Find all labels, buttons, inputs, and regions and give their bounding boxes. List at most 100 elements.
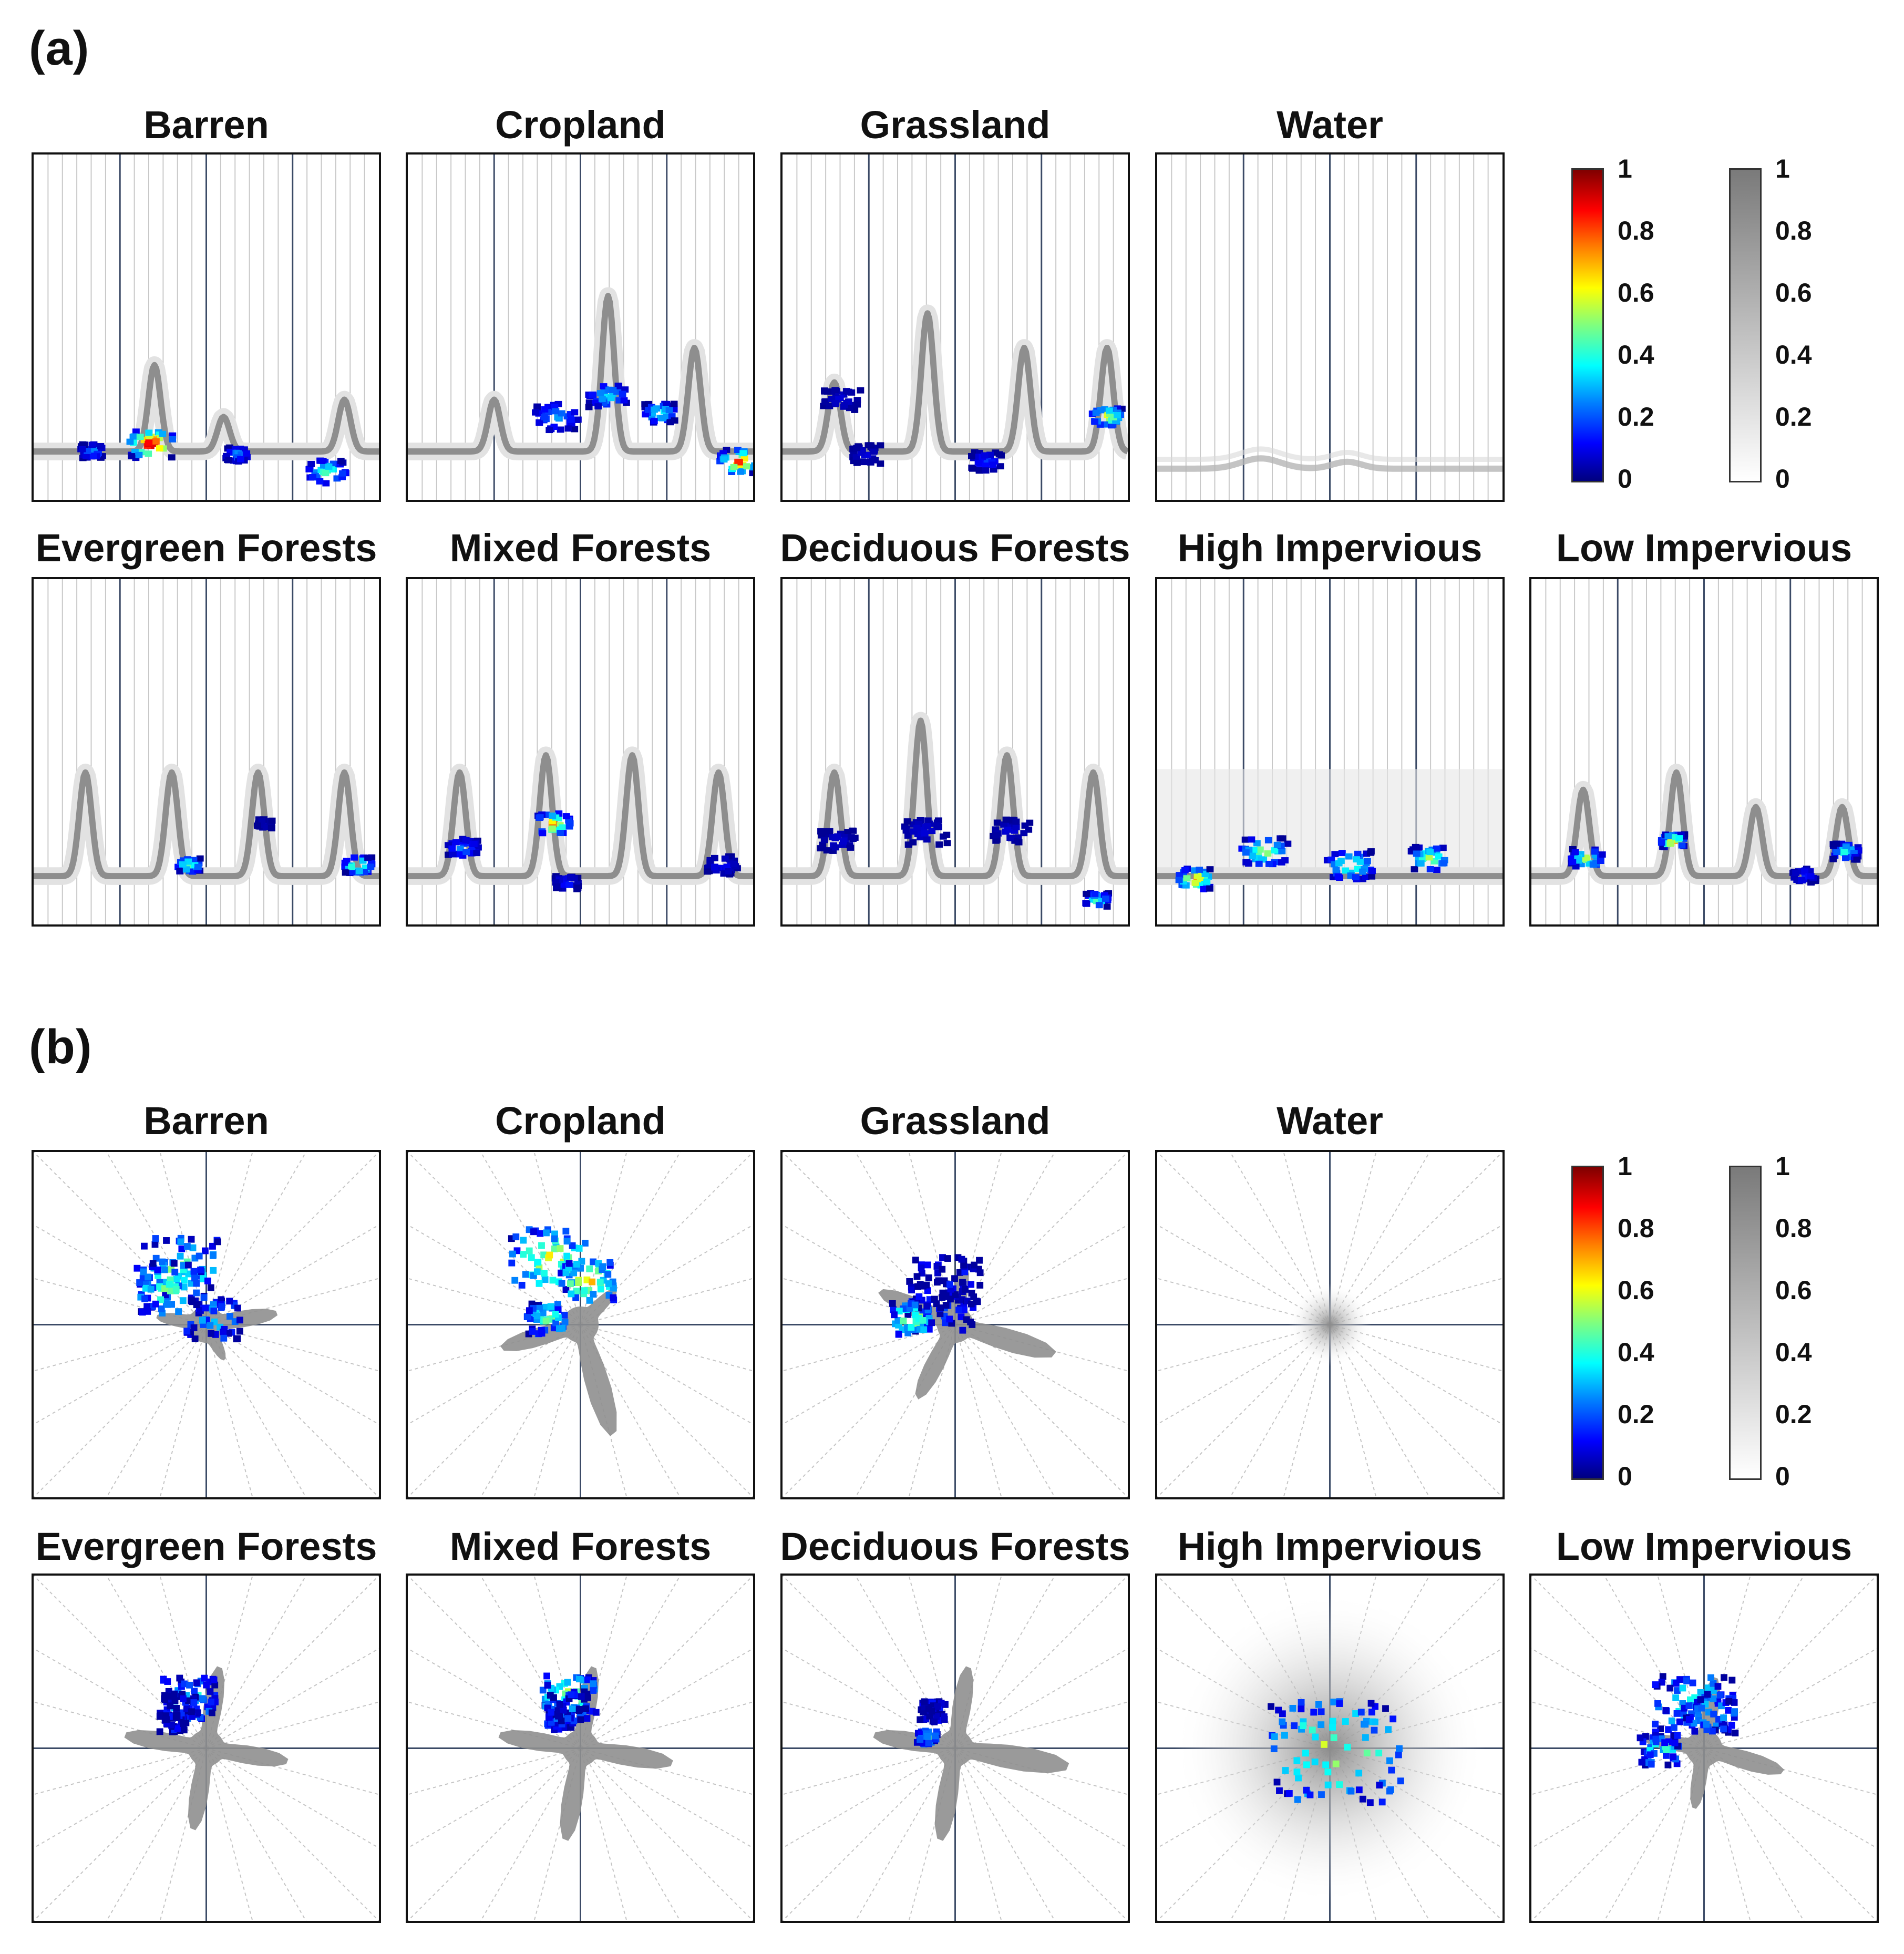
heat-cell [1433, 845, 1440, 852]
heat-cell [567, 1280, 574, 1288]
jet-colorbar-tick: 1 [1618, 154, 1632, 183]
heat-cell [1330, 873, 1337, 880]
heat-cell [97, 443, 105, 449]
heat-cell [857, 449, 865, 456]
heat-cell [1103, 903, 1111, 910]
heat-cell [1716, 1692, 1724, 1699]
heat-cell [189, 1244, 197, 1251]
heat-cell [989, 461, 997, 468]
heat-cell [941, 1293, 949, 1300]
heat-cell [913, 828, 921, 835]
heat-cell [1689, 1679, 1696, 1686]
heat-cell [908, 1287, 915, 1294]
heat-cell [846, 405, 853, 412]
heat-cell [864, 442, 872, 449]
heat-cell [1335, 860, 1343, 867]
heat-cell [571, 426, 579, 433]
heat-cell [1642, 1733, 1649, 1740]
heat-cell [322, 470, 330, 477]
heat-cell [976, 1281, 984, 1289]
heat-cell [831, 387, 839, 394]
heat-cell [359, 857, 367, 864]
heat-cell [208, 1709, 215, 1716]
gray-colorbar [1729, 1166, 1762, 1480]
heat-cell [851, 407, 859, 413]
heat-cell [928, 1319, 935, 1326]
heat-cell [1182, 882, 1190, 889]
linear-panel-water [1155, 152, 1505, 502]
heat-cell [1847, 846, 1855, 853]
heat-cell [1176, 872, 1183, 878]
heat-cell [236, 1328, 243, 1335]
heat-cell [1430, 858, 1438, 865]
linear-panel-barren [32, 152, 381, 502]
heat-cell [1367, 1700, 1375, 1707]
heat-cell [823, 831, 831, 838]
heat-cell [511, 1277, 519, 1284]
heat-cell [1026, 819, 1034, 826]
panel-title: Cropland [495, 103, 666, 147]
heat-cell [1829, 856, 1837, 862]
heat-cell [559, 1324, 566, 1332]
heat-cell [725, 868, 732, 875]
heat-cell [1714, 1683, 1722, 1690]
heat-cell [565, 881, 573, 888]
heat-cell [552, 1311, 559, 1318]
heat-cell [592, 399, 599, 406]
heat-cell [967, 1318, 974, 1325]
heat-cell [210, 1307, 218, 1314]
heat-cell [585, 399, 593, 406]
radial-gridline [955, 1648, 1128, 1749]
heat-cell [1685, 1702, 1693, 1710]
heat-cell [163, 1237, 170, 1244]
heat-cell [1114, 405, 1121, 412]
heat-cell [1659, 844, 1666, 850]
heat-cell [208, 1330, 215, 1337]
heat-cell [536, 814, 544, 821]
density-curve [34, 769, 379, 879]
heat-cell [557, 829, 564, 836]
heat-cell [914, 1283, 921, 1290]
heat-cell [520, 1251, 527, 1258]
heat-cell [584, 1694, 591, 1701]
heat-cell [565, 823, 573, 830]
heat-cell [210, 1267, 217, 1274]
heat-cell [909, 839, 917, 846]
heat-cell [968, 452, 975, 459]
heat-cell [908, 1324, 915, 1331]
heat-cell [900, 1317, 907, 1324]
heat-cell [1298, 1705, 1305, 1713]
heat-cell [1673, 1710, 1681, 1717]
radial-gridline [783, 1747, 955, 1849]
heat-cell [181, 1277, 188, 1284]
heat-cell [720, 456, 728, 463]
heat-cell [258, 818, 266, 825]
panel-title: Grassland [860, 103, 1051, 147]
radial-gridline [34, 1324, 207, 1425]
heat-cell [1271, 1733, 1278, 1740]
heat-cell [955, 1307, 962, 1313]
heat-cell [913, 1273, 921, 1280]
heat-cell [551, 1235, 558, 1242]
heat-cell [526, 1247, 533, 1254]
panel-title: Deciduous Forests [780, 526, 1130, 570]
heat-cell [1661, 1739, 1669, 1746]
heat-cell [1382, 1705, 1389, 1712]
heat-cell [1206, 885, 1213, 892]
heat-cell [1411, 866, 1418, 873]
heat-cell [156, 1728, 163, 1735]
heat-cell [339, 470, 346, 477]
heat-cell [141, 1295, 148, 1302]
heat-cell [931, 1718, 938, 1725]
heat-cell [184, 1261, 192, 1269]
heat-cell [456, 846, 464, 852]
heat-cell [1271, 847, 1279, 853]
heat-cell [1329, 1724, 1336, 1731]
heat-cell [552, 826, 560, 833]
heat-cell [1585, 860, 1593, 867]
heat-cell [1577, 851, 1584, 858]
heat-cell [1255, 860, 1263, 867]
heat-cell [921, 1698, 928, 1705]
heat-cell [723, 447, 730, 453]
heat-cell [904, 841, 912, 848]
